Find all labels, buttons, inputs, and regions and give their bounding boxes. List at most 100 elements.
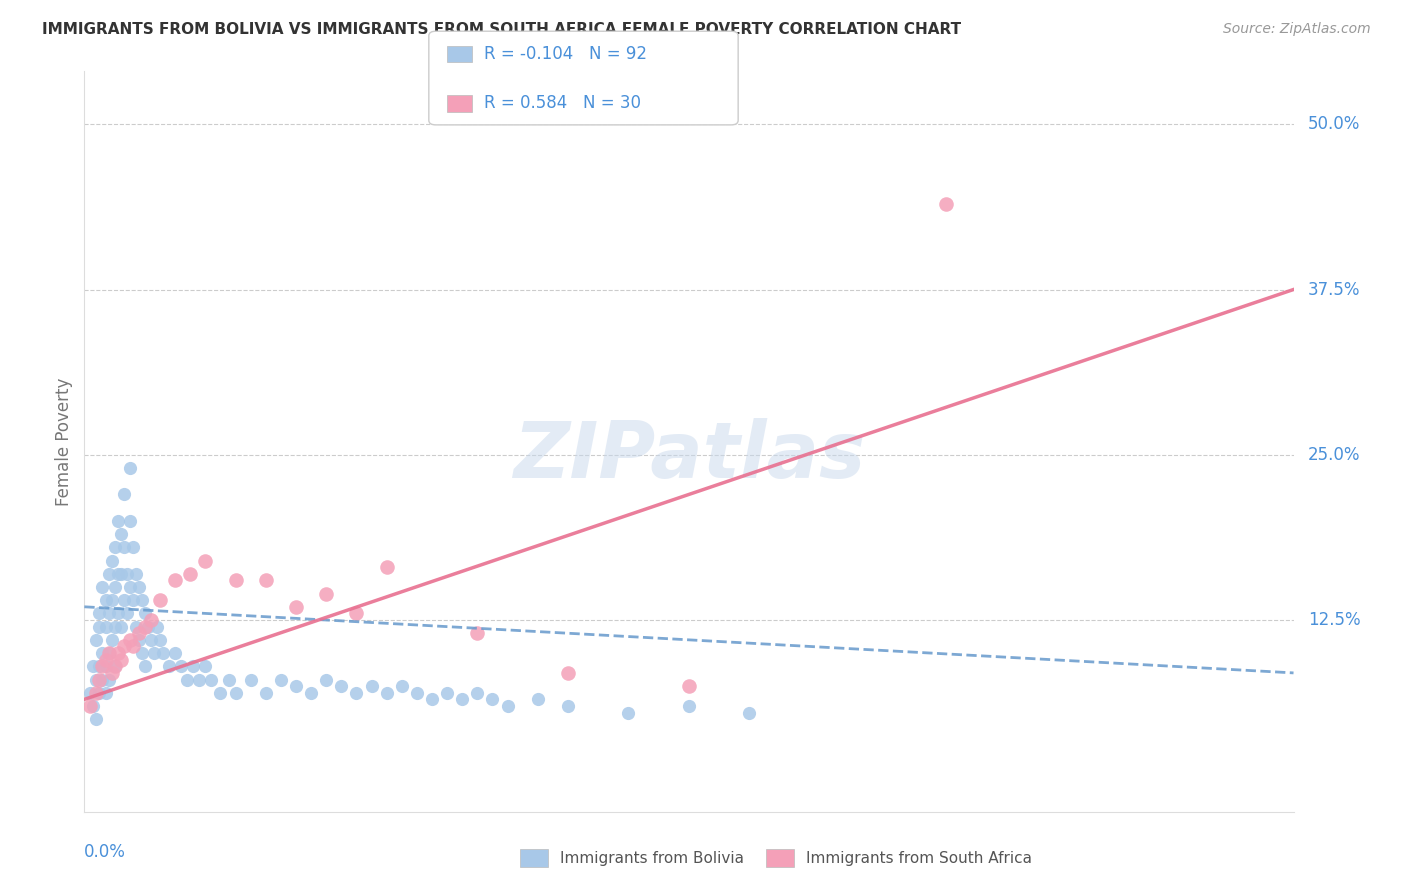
Point <box>104 659 127 673</box>
Text: IMMIGRANTS FROM BOLIVIA VS IMMIGRANTS FROM SOUTH AFRICA FEMALE POVERTY CORRELATI: IMMIGRANTS FROM BOLIVIA VS IMMIGRANTS FR… <box>42 22 962 37</box>
Point <box>104 659 127 673</box>
Text: R = 0.584   N = 30: R = 0.584 N = 30 <box>484 95 641 112</box>
Point <box>86 712 108 726</box>
Point <box>467 686 489 700</box>
Text: 0.0%: 0.0% <box>84 843 127 861</box>
Point <box>110 527 132 541</box>
Point <box>149 632 172 647</box>
Point <box>118 514 141 528</box>
Point <box>131 646 153 660</box>
Text: 25.0%: 25.0% <box>1308 446 1361 464</box>
Point <box>146 619 169 633</box>
Point <box>200 673 222 687</box>
Point <box>163 574 186 588</box>
Point <box>107 566 129 581</box>
Point <box>128 626 150 640</box>
Point <box>89 673 111 687</box>
Point <box>935 196 957 211</box>
Point <box>678 698 700 713</box>
Point <box>176 673 198 687</box>
Point <box>91 673 114 687</box>
Point <box>526 692 548 706</box>
Point <box>121 541 143 555</box>
Text: 12.5%: 12.5% <box>1308 611 1361 629</box>
Point <box>375 686 398 700</box>
Point <box>134 607 156 621</box>
Point <box>115 607 138 621</box>
Point <box>79 686 101 700</box>
Point <box>152 646 174 660</box>
Point <box>170 659 193 673</box>
Point <box>118 461 141 475</box>
Point <box>104 541 127 555</box>
Point <box>315 586 337 600</box>
Point <box>557 698 579 713</box>
Point <box>179 566 201 581</box>
Point <box>110 566 132 581</box>
Point <box>194 553 217 567</box>
Point <box>125 619 148 633</box>
Point <box>157 659 180 673</box>
Point <box>94 659 117 673</box>
Point <box>330 679 353 693</box>
Point <box>112 593 135 607</box>
Point <box>406 686 429 700</box>
Point <box>82 698 104 713</box>
Point <box>107 514 129 528</box>
Point <box>107 646 129 660</box>
Point <box>239 673 262 687</box>
Point <box>139 613 162 627</box>
Point <box>112 640 135 654</box>
Point <box>118 580 141 594</box>
Point <box>360 679 382 693</box>
Text: 50.0%: 50.0% <box>1308 115 1361 133</box>
Y-axis label: Female Poverty: Female Poverty <box>55 377 73 506</box>
Point <box>142 646 165 660</box>
Point <box>82 659 104 673</box>
Point <box>79 698 101 713</box>
Point <box>194 659 217 673</box>
Point <box>391 679 413 693</box>
Point <box>134 619 156 633</box>
Point <box>451 692 474 706</box>
Point <box>107 607 129 621</box>
Point <box>125 566 148 581</box>
Point <box>128 580 150 594</box>
Point <box>104 619 127 633</box>
Point <box>100 593 122 607</box>
Point <box>315 673 337 687</box>
Point <box>299 686 322 700</box>
Point <box>100 632 122 647</box>
Point <box>97 646 120 660</box>
Point <box>557 665 579 680</box>
Point <box>617 706 640 720</box>
Point <box>97 646 120 660</box>
Point <box>94 593 117 607</box>
Point <box>139 632 162 647</box>
Point <box>97 673 120 687</box>
Point <box>163 646 186 660</box>
Point <box>481 692 503 706</box>
Point <box>100 665 122 680</box>
Point <box>420 692 443 706</box>
Point <box>91 580 114 594</box>
Point <box>738 706 761 720</box>
Text: Immigrants from Bolivia: Immigrants from Bolivia <box>560 851 744 865</box>
Point <box>89 607 111 621</box>
Point <box>94 686 117 700</box>
Point <box>97 566 120 581</box>
Point <box>136 619 159 633</box>
Point <box>270 673 292 687</box>
Point <box>104 580 127 594</box>
Point <box>225 686 247 700</box>
Text: Source: ZipAtlas.com: Source: ZipAtlas.com <box>1223 22 1371 37</box>
Point <box>131 593 153 607</box>
Point <box>149 593 172 607</box>
Point <box>112 541 135 555</box>
Point <box>110 653 132 667</box>
Point <box>209 686 232 700</box>
Point <box>89 619 111 633</box>
Point <box>94 653 117 667</box>
Point <box>346 686 368 700</box>
Point <box>284 599 308 614</box>
